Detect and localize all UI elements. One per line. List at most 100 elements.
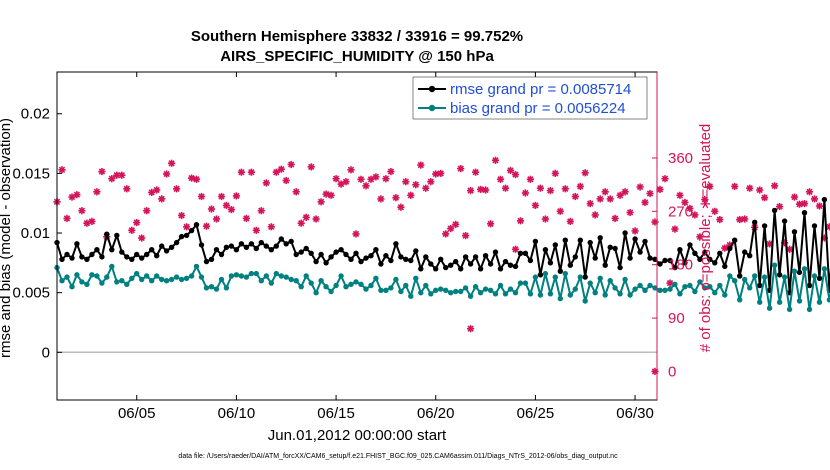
rmse-point bbox=[487, 261, 494, 267]
rmse-point bbox=[263, 243, 269, 249]
plot-area bbox=[53, 156, 830, 375]
obs-count-marker bbox=[427, 178, 435, 186]
obs-count-marker bbox=[417, 161, 425, 169]
x-tick-label: 06/25 bbox=[517, 405, 555, 422]
bias-point bbox=[154, 273, 160, 279]
bias-point bbox=[368, 282, 374, 289]
bias-point bbox=[313, 290, 319, 296]
rmse-point bbox=[791, 229, 798, 235]
obs-count-marker bbox=[267, 223, 275, 231]
obs-count-marker bbox=[566, 217, 574, 225]
rmse-point bbox=[781, 218, 788, 224]
bias-point bbox=[413, 275, 419, 281]
bias-point bbox=[114, 279, 120, 285]
bias-point bbox=[243, 274, 250, 280]
rmse-point bbox=[89, 251, 95, 258]
bias-point bbox=[697, 279, 703, 285]
y-axis-right: 0 90 180 270 360 bbox=[652, 72, 693, 400]
bias-point bbox=[502, 291, 509, 297]
rmse-point bbox=[712, 260, 718, 266]
rmse-point bbox=[353, 250, 359, 256]
rmse-point bbox=[717, 250, 723, 256]
obs-count-marker bbox=[656, 185, 664, 193]
bias-point bbox=[263, 273, 269, 279]
obs-count-marker bbox=[651, 218, 659, 226]
obs-count-marker bbox=[636, 183, 644, 191]
bias-point bbox=[677, 291, 683, 297]
legend-rmse-label: rmse grand pr = 0.0085714 bbox=[450, 81, 631, 98]
rmse-point bbox=[742, 249, 748, 255]
rmse-point bbox=[183, 232, 190, 239]
obs-count-marker bbox=[686, 204, 694, 212]
obs-count-marker bbox=[282, 176, 290, 185]
bias-point bbox=[826, 297, 830, 303]
obs-count-marker bbox=[153, 186, 161, 194]
rmse-point bbox=[537, 272, 544, 278]
obs-count-marker bbox=[257, 207, 265, 215]
bias-point bbox=[517, 280, 524, 286]
bias-point bbox=[418, 290, 424, 296]
x-axis-label: Jun.01,2012 00:00:00 start bbox=[268, 427, 447, 444]
rmse-point bbox=[408, 257, 414, 264]
bias-point bbox=[477, 290, 484, 296]
chart-subtitle: AIRS_SPECIFIC_HUMIDITY @ 150 hPa bbox=[220, 48, 494, 65]
obs-count-marker bbox=[108, 175, 116, 183]
rmse-point bbox=[662, 257, 668, 264]
bias-point bbox=[303, 273, 309, 279]
obs-count-marker bbox=[138, 234, 146, 242]
bias-point bbox=[358, 281, 364, 287]
rmse-point bbox=[707, 256, 713, 262]
rmse-point bbox=[343, 251, 349, 258]
obs-count-marker bbox=[457, 165, 465, 173]
rmse-point bbox=[677, 247, 683, 253]
obs-count-marker bbox=[183, 223, 191, 231]
obs-count-marker bbox=[561, 185, 569, 193]
obs-count-marker bbox=[646, 189, 654, 198]
bias-point bbox=[607, 278, 613, 284]
rmse-point bbox=[333, 249, 339, 255]
rmse-point bbox=[821, 196, 828, 203]
bias-point bbox=[168, 276, 175, 283]
rmse-point bbox=[527, 257, 534, 264]
obs-count-marker bbox=[661, 175, 669, 183]
obs-count-marker bbox=[541, 215, 550, 223]
obs-count-marker bbox=[222, 201, 230, 209]
bias-point bbox=[178, 276, 185, 283]
x-tick-label: 06/15 bbox=[317, 405, 355, 422]
bias-point bbox=[109, 263, 115, 270]
rmse-point bbox=[134, 251, 140, 258]
obs-count-marker bbox=[536, 184, 545, 192]
rmse-point bbox=[418, 266, 424, 272]
rmse-point bbox=[667, 257, 673, 264]
rmse-point bbox=[602, 262, 608, 268]
rmse-point bbox=[203, 258, 210, 265]
rmse-point bbox=[796, 269, 803, 276]
obs-count-marker bbox=[352, 230, 360, 238]
rmse-point bbox=[393, 241, 399, 247]
rmse-point bbox=[697, 256, 703, 262]
bias-point bbox=[552, 274, 558, 280]
obs-count-marker bbox=[347, 166, 355, 174]
obs-count-marker bbox=[88, 217, 96, 225]
bias-point bbox=[462, 285, 469, 291]
rmse-point bbox=[308, 250, 314, 256]
legend: rmse grand pr = 0.0085714 bias grand pr … bbox=[412, 76, 648, 120]
bias-point bbox=[228, 273, 235, 279]
x-tick-label: 06/10 bbox=[218, 405, 256, 422]
bias-point bbox=[542, 270, 549, 277]
bias-point bbox=[547, 291, 554, 297]
bias-point bbox=[537, 292, 544, 298]
rmse-point bbox=[303, 245, 309, 252]
rmse-point bbox=[433, 266, 439, 272]
bias-point bbox=[149, 278, 155, 284]
obs-count-marker bbox=[442, 230, 450, 238]
obs-count-marker bbox=[696, 233, 704, 241]
obs-count-marker bbox=[526, 175, 535, 183]
obs-count-marker bbox=[576, 182, 584, 190]
bias-point bbox=[796, 298, 803, 304]
rmse-point bbox=[632, 236, 638, 242]
bias-point bbox=[373, 275, 379, 281]
obs-count-marker bbox=[521, 189, 530, 197]
bias-point bbox=[806, 306, 813, 313]
rmse-point bbox=[517, 250, 524, 256]
